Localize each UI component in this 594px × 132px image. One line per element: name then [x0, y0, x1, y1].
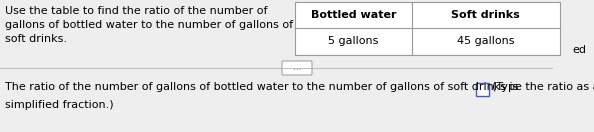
- Text: simplified fraction.): simplified fraction.): [5, 100, 113, 110]
- Text: ed: ed: [572, 45, 586, 55]
- Text: 45 gallons: 45 gallons: [457, 37, 514, 46]
- Text: (Type the ratio as a: (Type the ratio as a: [492, 82, 594, 92]
- Text: soft drinks.: soft drinks.: [5, 34, 67, 44]
- FancyBboxPatch shape: [282, 61, 312, 75]
- Text: The ratio of the number of gallons of bottled water to the number of gallons of : The ratio of the number of gallons of bo…: [5, 82, 519, 92]
- Bar: [476, 83, 489, 96]
- Text: Use the table to find the ratio of the number of: Use the table to find the ratio of the n…: [5, 6, 267, 16]
- Text: ...: ...: [293, 63, 301, 72]
- Text: gallons of bottled water to the number of gallons of: gallons of bottled water to the number o…: [5, 20, 293, 30]
- Text: Soft drinks: Soft drinks: [451, 10, 520, 20]
- Text: 5 gallons: 5 gallons: [328, 37, 378, 46]
- Bar: [295, 2, 560, 55]
- Text: Bottled water: Bottled water: [311, 10, 396, 20]
